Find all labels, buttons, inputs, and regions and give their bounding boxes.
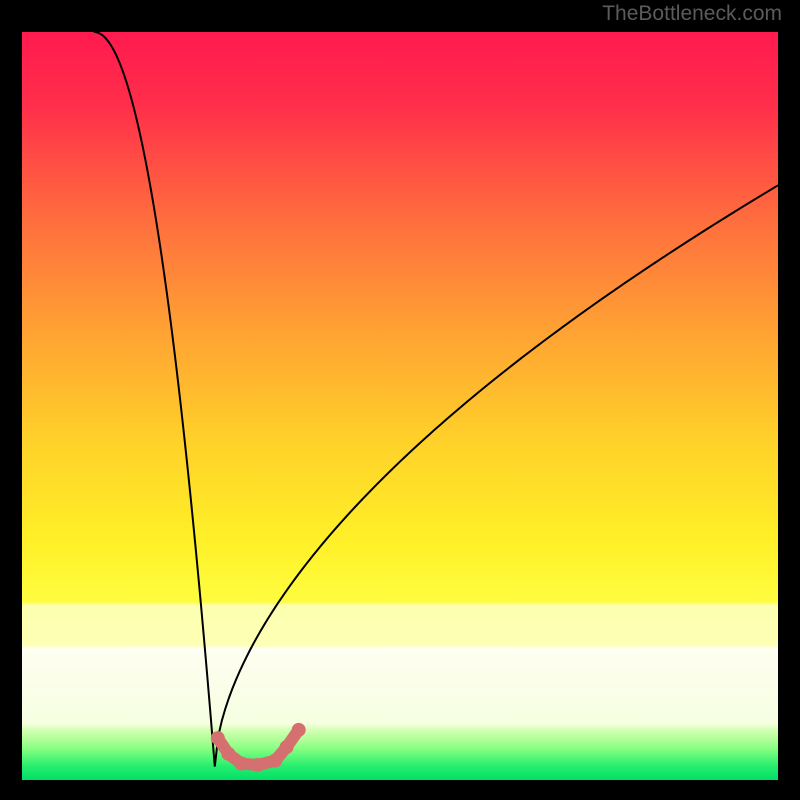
optimal-range-marker [251, 758, 265, 772]
watermark-text: TheBottleneck.com [602, 2, 782, 26]
plot-area [22, 32, 778, 780]
optimal-range-marker [268, 754, 282, 768]
optimal-range-marker [280, 740, 294, 754]
optimal-range-marker [211, 731, 225, 745]
optimal-range-marker [221, 747, 235, 761]
plot-svg [22, 32, 778, 780]
gradient-background [22, 32, 778, 780]
optimal-range-marker [292, 723, 306, 737]
chart-container: TheBottleneck.com [0, 0, 800, 800]
optimal-range-marker [234, 757, 248, 771]
